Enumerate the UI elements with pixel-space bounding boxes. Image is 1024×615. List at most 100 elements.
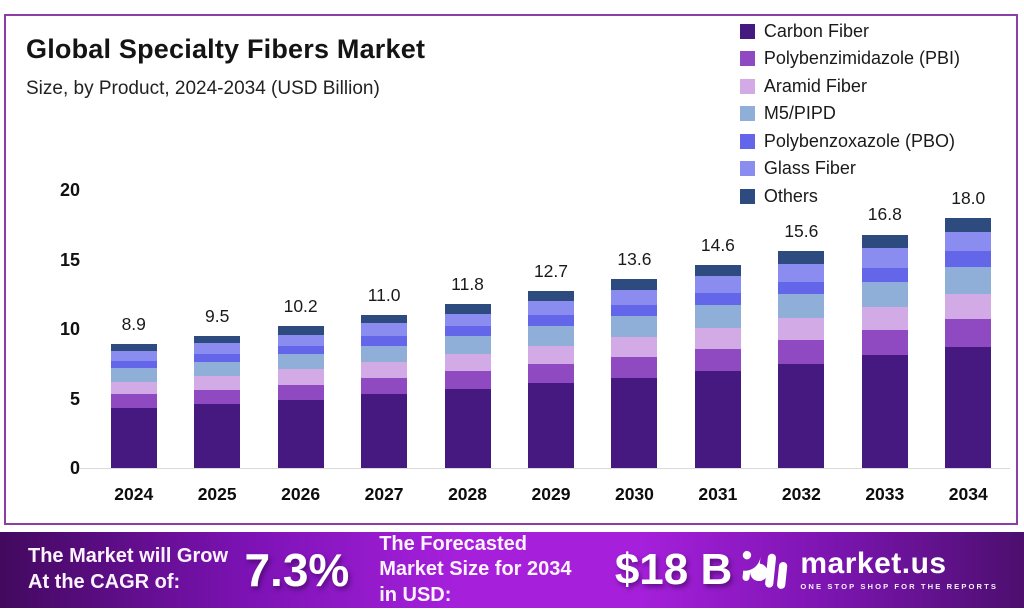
bar-segment <box>694 305 741 328</box>
bar-segment <box>527 383 574 468</box>
bar-group: 11.8 <box>426 190 509 468</box>
bar-segment <box>611 289 658 306</box>
plot-area: 8.9 9.5 10.2 11.0 11.8 12.7 13.6 14.6 15.6 16.8 18… <box>80 188 1010 469</box>
bar-total-label: 11.8 <box>451 273 484 294</box>
bar-stack <box>945 217 992 468</box>
bar-segment <box>277 399 324 468</box>
footer: The Market will Grow At the CAGR of: 7.3… <box>0 532 1024 608</box>
bar-stack <box>694 265 741 468</box>
legend-swatch-icon <box>739 133 755 149</box>
bar-segment <box>361 394 408 468</box>
bar-stack <box>110 344 157 468</box>
bar-group: 11.0 <box>342 190 425 468</box>
bar-total-label: 11.0 <box>367 285 401 306</box>
bar-total-label: 14.6 <box>700 235 735 256</box>
bar-segment <box>527 291 574 302</box>
bar-total-label: 16.8 <box>867 204 902 225</box>
bar-segment <box>277 334 324 346</box>
x-axis-line <box>80 468 1010 469</box>
bar-segment <box>945 319 992 348</box>
x-axis-label: 2024 <box>114 484 154 504</box>
legend-item: Carbon Fiber <box>739 20 960 42</box>
bar-segment <box>611 356 658 378</box>
bar-segment <box>194 343 241 355</box>
bar-segment <box>361 323 408 336</box>
x-axis-labels: 2024 2025 2026 2027 2028 2029 2030 2031 2032 2033… <box>92 484 1010 505</box>
bar-stack <box>778 251 825 468</box>
bar-segment <box>861 355 908 468</box>
bar-segment <box>945 217 992 232</box>
bar-segment <box>945 347 992 468</box>
bar-total-label: 12.7 <box>533 261 569 282</box>
bar-segment <box>611 377 658 468</box>
bar-segment <box>861 306 908 331</box>
bar-segment <box>277 384 324 400</box>
bar-total-label: 9.5 <box>205 305 230 326</box>
bar-group: 13.6 <box>593 190 676 468</box>
bar-segment <box>861 330 908 356</box>
x-axis-label: 2030 <box>614 484 654 504</box>
forecast-label: The Forecasted Market Size for 2034 in U… <box>379 532 572 606</box>
y-axis-tick-label: 0 <box>69 458 80 478</box>
bar-segment <box>277 369 324 385</box>
bar-group: 10.2 <box>259 190 342 468</box>
legend-swatch-icon <box>739 161 755 176</box>
legend-item: Polybenzoxazole (PBO) <box>739 130 960 152</box>
bar-segment <box>110 367 157 382</box>
brand-name: market.us <box>800 547 947 580</box>
x-axis-label: 2026 <box>281 484 321 504</box>
legend-item: Polybenzimidazole (PBI) <box>739 48 960 70</box>
x-axis-label: 2032 <box>781 484 821 504</box>
bar-segment <box>110 381 157 395</box>
bar-group: 18.0 <box>927 188 1010 468</box>
bar-stack <box>194 336 241 468</box>
bar-segment <box>527 363 574 384</box>
cagr-label: The Market will Grow At the CAGR of: <box>28 545 229 593</box>
bar-segment <box>444 326 491 336</box>
bar-segment <box>194 390 241 405</box>
bar-segment <box>194 354 241 363</box>
bar-total-label: 13.6 <box>617 248 652 269</box>
legend-label: Others <box>763 185 818 206</box>
legend-swatch-icon <box>739 188 755 204</box>
legend-swatch-icon <box>739 78 755 94</box>
bar-segment <box>527 315 574 327</box>
bar-segment <box>611 305 658 317</box>
bar-segment <box>194 404 241 468</box>
bar-segment <box>444 304 491 314</box>
bar-group: 14.6 <box>676 190 759 468</box>
chart-card: Global Specialty Fibers Market Size, by … <box>4 14 1018 525</box>
legend-item: M5/PIPD <box>739 103 960 125</box>
bar-stack <box>361 315 408 468</box>
bar-stack <box>277 326 324 468</box>
legend-swatch-icon <box>739 23 755 39</box>
y-axis: 0 5 10 15 20 <box>34 180 80 478</box>
bar-segment <box>778 340 825 364</box>
bar-segment <box>778 363 825 468</box>
bar-group: 8.9 <box>92 190 175 468</box>
bar-segment <box>694 348 741 371</box>
bar-stack <box>444 304 491 468</box>
bar-segment <box>194 376 241 391</box>
x-axis-label: 2028 <box>448 484 487 504</box>
bar-segment <box>694 265 741 277</box>
bar-segment <box>527 301 574 316</box>
bar-group: 9.5 <box>175 190 258 468</box>
bar-segment <box>611 337 658 357</box>
bar-segment <box>861 248 908 268</box>
forecast-value: $18 B <box>614 545 733 594</box>
bar-segment <box>194 336 241 344</box>
bar-segment <box>611 316 658 338</box>
legend-label: Carbon Fiber <box>763 20 869 41</box>
bar-segment <box>110 344 157 352</box>
y-axis-tick-label: 5 <box>69 388 80 409</box>
legend: Carbon Fiber Polybenzimidazole (PBI) Arami… <box>739 20 960 213</box>
bar-stack <box>611 278 658 468</box>
bar-segment <box>361 377 408 395</box>
y-axis-tick-label: 10 <box>59 319 80 339</box>
y-axis-tick-label: 20 <box>59 180 80 200</box>
x-axis-label: 2029 <box>531 484 571 504</box>
bar-segment <box>194 362 241 377</box>
bar-segment <box>110 408 157 468</box>
